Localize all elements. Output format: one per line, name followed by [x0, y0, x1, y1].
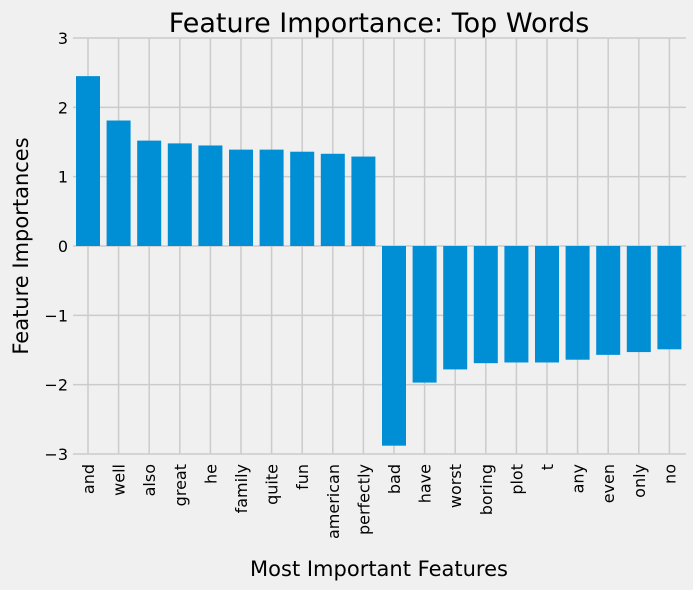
x-tick-label: even: [599, 464, 618, 503]
x-tick-label: fun: [293, 464, 312, 490]
bar-any: [565, 246, 590, 360]
x-tick-label: have: [416, 464, 435, 503]
bar-plot: [504, 246, 529, 363]
bar-great: [167, 143, 192, 246]
bar-no: [657, 246, 682, 350]
x-tick-label: bad: [385, 464, 404, 494]
x-tick-label: worst: [446, 464, 465, 508]
bar-he: [198, 145, 223, 246]
x-tick-label: also: [140, 464, 159, 496]
x-tick-label: family: [232, 464, 251, 513]
y-axis-label: Feature Importances: [9, 137, 33, 354]
x-tick-label: plot: [507, 464, 526, 495]
grid: [73, 37, 686, 455]
x-tick-label: any: [569, 464, 588, 493]
x-tick-label: quite: [263, 464, 282, 505]
bar-worst: [443, 246, 468, 370]
bar-fun: [290, 151, 315, 246]
x-tick-label: boring: [477, 464, 496, 515]
bar-have: [412, 246, 437, 383]
x-tick-label: american: [324, 464, 343, 539]
bar-quite: [259, 149, 284, 246]
bar-american: [320, 153, 345, 246]
bar-well: [106, 120, 131, 246]
bar-also: [137, 140, 162, 246]
x-tick-label: well: [110, 464, 129, 496]
bar-only: [626, 246, 651, 353]
bar-perfectly: [351, 156, 376, 246]
bar-t: [535, 246, 559, 363]
chart-title: Feature Importance: Top Words: [169, 8, 590, 39]
y-tick-label: 0: [58, 237, 68, 256]
y-tick-labels: −3 −2 −1 0 1 2 3: [44, 29, 68, 464]
x-tick-label: no: [660, 464, 679, 484]
y-tick-label: 2: [58, 98, 68, 117]
x-tick-label: he: [201, 464, 220, 484]
bars: [76, 76, 682, 446]
y-tick-label: 1: [58, 168, 68, 187]
x-axis-label: Most Important Features: [250, 557, 508, 581]
bar-boring: [473, 246, 498, 364]
bar-bad: [382, 246, 406, 446]
bar-family: [229, 149, 253, 246]
x-tick-labels: and well also great he family quite fun american…: [79, 464, 679, 539]
bar-and: [76, 76, 100, 246]
x-tick-label: perfectly: [354, 464, 373, 535]
x-tick-label: only: [630, 464, 649, 498]
y-tick-label: −3: [44, 445, 68, 464]
y-tick-label: −1: [44, 306, 68, 325]
bar-even: [596, 246, 621, 355]
x-tick-label: t: [538, 464, 557, 470]
x-tick-label: and: [79, 464, 98, 494]
x-tick-label: great: [171, 464, 190, 506]
y-tick-label: 3: [58, 29, 68, 48]
y-tick-label: −2: [44, 376, 68, 395]
